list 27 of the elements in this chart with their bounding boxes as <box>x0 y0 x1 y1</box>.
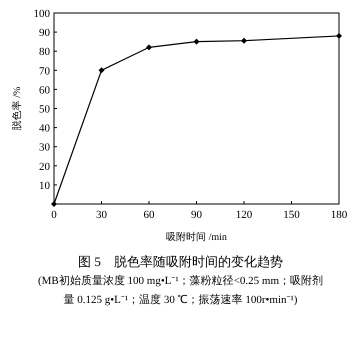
y-tick-label: 60 <box>39 84 50 96</box>
y-tick-label: 10 <box>39 180 50 192</box>
y-axis-title: 脱色率 /% <box>11 86 23 130</box>
point <box>51 201 57 207</box>
y-tick-label: 90 <box>39 27 50 40</box>
x-tick-label: 150 <box>283 209 300 221</box>
point <box>146 44 152 50</box>
point <box>241 38 247 44</box>
y-tick-label: 50 <box>39 104 50 116</box>
x-tick-label: 60 <box>144 209 155 221</box>
x-tick-label: 180 <box>330 209 348 221</box>
point <box>98 67 104 74</box>
y-tick-label: 30 <box>39 142 50 154</box>
x-tick-label: 90 <box>191 209 202 221</box>
y-tick-label: 80 <box>39 46 50 58</box>
x-tick-label: 0 <box>51 209 58 221</box>
x-axis-title: 吸附时间 /min <box>166 231 227 243</box>
y-tick-label: 70 <box>39 65 50 78</box>
y-tick-label: 40 <box>39 122 50 135</box>
text: (MB初始质量浓度 100 mg•L⁻¹；藻粉粒径<0.25 mm；吸附剂量 0.125 g•L⁻¹；温度 30 ℃；振荡速率 100r•min⁻¹) <box>36 274 324 308</box>
x-tick-label: 30 <box>96 209 108 221</box>
text: 图 5 脱色率随吸附时间的变化趋势 <box>77 253 284 271</box>
x-tick-label: 120 <box>236 209 253 221</box>
y-tick-label: 20 <box>39 160 50 173</box>
point <box>336 32 342 39</box>
point <box>194 38 200 45</box>
y-tick-label: 100 <box>34 8 50 20</box>
